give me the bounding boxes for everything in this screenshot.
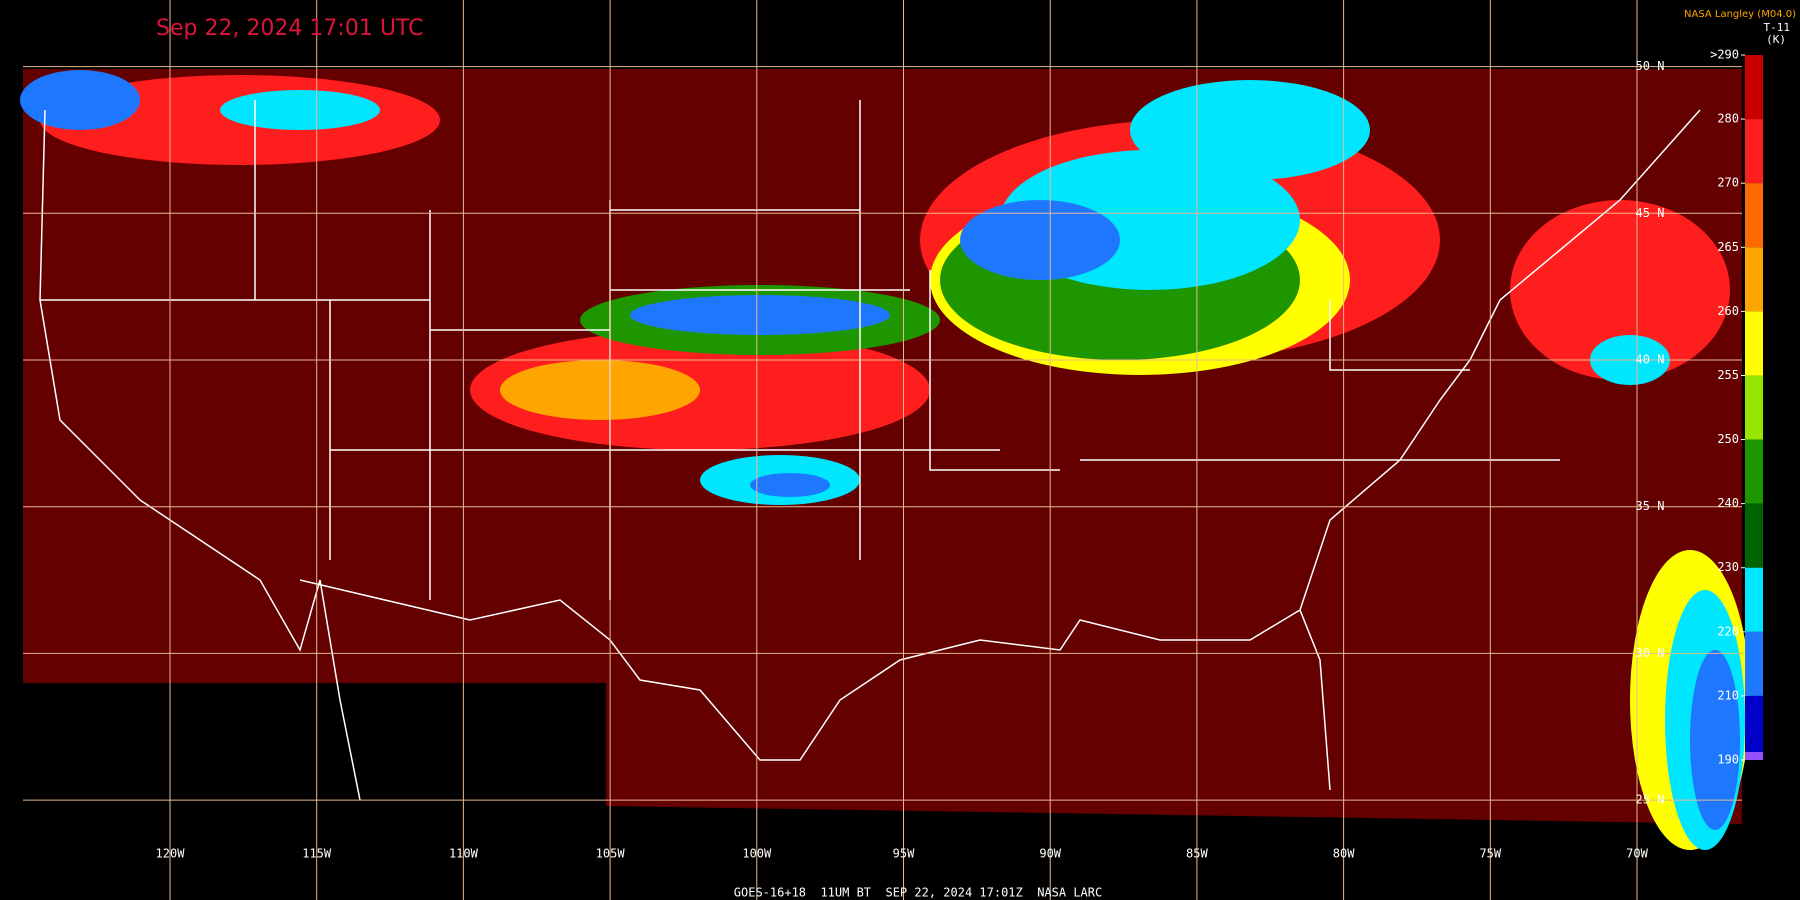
cloud — [750, 473, 830, 497]
colorbar-segment — [1745, 183, 1763, 248]
colorbar-segment — [1745, 695, 1763, 760]
colorbar-label: >290 — [1710, 48, 1739, 62]
cloud — [960, 200, 1120, 280]
cloud — [20, 70, 140, 130]
colorbar-end — [1745, 752, 1763, 760]
longitude-label: 85W — [1186, 847, 1208, 861]
cloud — [500, 360, 700, 420]
colorbar: >290 280 270 265 260 255 250 240 230 220 210 190 — [1710, 48, 1763, 767]
longitude-label: 100W — [742, 847, 772, 861]
colorbar-segment — [1745, 631, 1763, 696]
colorbar-segment — [1745, 119, 1763, 184]
longitude-label: 95W — [893, 847, 915, 861]
colorbar-segment — [1745, 503, 1763, 568]
colorbar-segment — [1745, 375, 1763, 440]
latitude-label: 50 N — [1636, 59, 1665, 73]
cloud — [630, 295, 890, 335]
credit: NASA Langley (M04.0) — [1684, 9, 1796, 20]
latitude-label: 35 N — [1636, 499, 1665, 513]
cloud — [1690, 650, 1740, 830]
unit: (K) — [1766, 33, 1786, 46]
colorbar-label: 190 — [1717, 753, 1739, 767]
longitude-label: 80W — [1333, 847, 1355, 861]
longitude-label: 75W — [1479, 847, 1501, 861]
graticule: 120W 115W 110W 105W 100W 95W 90W 85W 80W 75W 70W 50… — [23, 0, 1742, 900]
colorbar-label: 210 — [1717, 688, 1739, 702]
colorbar-label: 255 — [1717, 368, 1739, 382]
latitude-label: 40 N — [1636, 353, 1665, 367]
state-borders — [39, 100, 1701, 801]
latitude-label: 25 N — [1636, 793, 1665, 807]
colorbar-label: 250 — [1717, 432, 1739, 446]
colorbar-segment — [1745, 247, 1763, 312]
longitude-label: 70W — [1626, 847, 1648, 861]
colorbar-label: 220 — [1717, 624, 1739, 638]
latitude-label: 45 N — [1636, 206, 1665, 220]
colorbar-label: 270 — [1717, 176, 1739, 190]
colorbar-segment — [1745, 311, 1763, 376]
longitude-label: 120W — [156, 847, 186, 861]
footer: GOES-16+18 11UM BT SEP 22, 2024 17:01Z N… — [734, 886, 1102, 900]
cloud — [1130, 80, 1370, 180]
latitude-label: 30 N — [1636, 646, 1665, 660]
timestamp-title: Sep 22, 2024 17:01 UTC — [156, 16, 423, 41]
longitude-label: 110W — [449, 847, 479, 861]
colorbar-segment — [1745, 55, 1763, 120]
colorbar-label: 280 — [1717, 112, 1739, 126]
longitude-label: 105W — [596, 847, 626, 861]
product: T-11 — [1764, 21, 1791, 34]
colorbar-label: 230 — [1717, 560, 1739, 574]
colorbar-label: 260 — [1717, 304, 1739, 318]
cloud — [220, 90, 380, 130]
colorbar-label: 265 — [1717, 240, 1739, 254]
colorbar-segment — [1745, 439, 1763, 504]
colorbar-label: 240 — [1717, 496, 1739, 510]
colorbar-segment — [1745, 567, 1763, 632]
longitude-label: 90W — [1039, 847, 1061, 861]
longitude-label: 115W — [302, 847, 332, 861]
